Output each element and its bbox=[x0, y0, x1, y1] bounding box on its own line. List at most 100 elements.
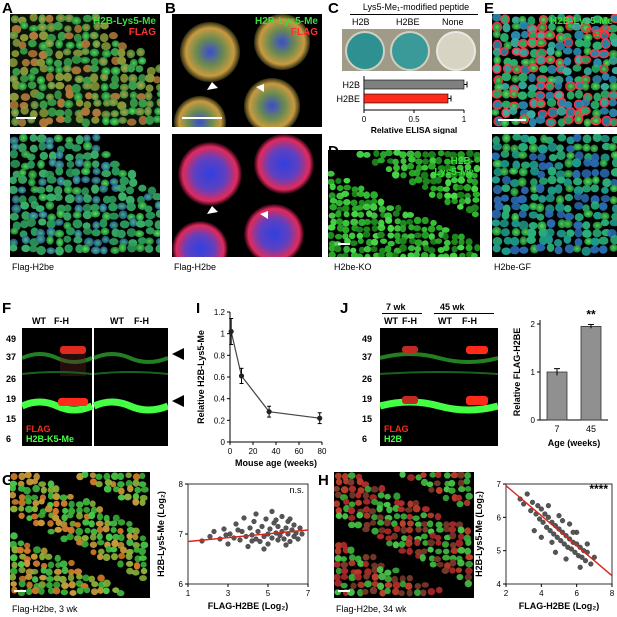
y-tick-label: 1 bbox=[531, 368, 536, 377]
panel-label-g: G bbox=[2, 472, 14, 489]
western-blot-f: FLAG H2B-K5-Me bbox=[20, 328, 170, 446]
data-point bbox=[269, 535, 275, 541]
panel-label-j: J bbox=[340, 300, 349, 317]
scale-bar-b bbox=[182, 117, 222, 119]
micrograph-a-bottom bbox=[10, 134, 160, 257]
lane-label: F-H bbox=[462, 316, 477, 326]
data-point bbox=[545, 514, 552, 520]
overlay-e-green: H2B-Lys5-Me bbox=[550, 16, 613, 27]
data-point bbox=[266, 409, 272, 415]
data-point bbox=[299, 531, 305, 537]
data-point bbox=[257, 538, 263, 545]
well-label: H2BE bbox=[396, 17, 420, 27]
data-point bbox=[261, 546, 267, 552]
y-tick-label: 1.2 bbox=[214, 308, 226, 317]
x-tick-label: 4 bbox=[539, 589, 544, 598]
x-tick-label: 2 bbox=[504, 589, 509, 598]
mw-marker: 49 bbox=[6, 334, 17, 344]
micrograph-e-top: H2B-Lys5-Me FLAG bbox=[492, 14, 617, 127]
arrowhead-icon bbox=[172, 348, 184, 360]
series-line bbox=[230, 331, 320, 419]
lane-label: F-H bbox=[134, 316, 149, 326]
x-tick-label: 80 bbox=[318, 447, 327, 456]
data-point bbox=[591, 554, 597, 560]
caption-b: Flag-H2be bbox=[174, 262, 217, 272]
data-point bbox=[521, 501, 527, 507]
mw-marker: 15 bbox=[362, 414, 373, 424]
panel-label-c: C bbox=[328, 0, 339, 17]
caption-h: Flag-H2be, 34 wk bbox=[336, 604, 407, 614]
plot-frame bbox=[505, 483, 613, 585]
fit-line bbox=[505, 485, 613, 577]
data-point bbox=[538, 534, 544, 540]
x-tick-label: 5 bbox=[266, 589, 271, 598]
significance-label: ** bbox=[586, 307, 596, 321]
x-axis-label: FLAG-H2BE (Log₂) bbox=[208, 601, 289, 611]
micrograph-e-bottom bbox=[492, 134, 617, 257]
y-tick-label: 0 bbox=[531, 416, 536, 425]
overlay-a-green: H2B-Lys5-Me bbox=[93, 16, 156, 27]
x-tick-label: 40 bbox=[272, 447, 281, 456]
arrowhead-icon bbox=[256, 84, 264, 92]
cell-field-b-top bbox=[174, 14, 310, 127]
well-label: H2B bbox=[352, 17, 370, 27]
x-tick-label: 60 bbox=[295, 447, 304, 456]
micrograph-g bbox=[10, 472, 150, 598]
data-point bbox=[275, 537, 281, 543]
data-point bbox=[568, 546, 574, 552]
micrograph-b-top: H2B-Lys5-Me FLAG bbox=[172, 14, 322, 127]
panel-label-f: F bbox=[2, 300, 12, 317]
cell-field-b-bottom bbox=[172, 134, 314, 257]
data-point bbox=[528, 508, 534, 514]
data-point bbox=[317, 415, 323, 421]
y-tick-label: 0.4 bbox=[214, 395, 226, 404]
data-point bbox=[577, 564, 583, 570]
overlay-e-red: FLAG bbox=[585, 27, 613, 38]
y-tick-label: 6 bbox=[179, 580, 184, 589]
blot-j-legend-red: FLAG bbox=[384, 424, 409, 434]
overlay-a-red: FLAG bbox=[128, 27, 156, 38]
lane-label: F-H bbox=[402, 316, 417, 326]
panel-label-i: I bbox=[196, 300, 201, 317]
mw-marker: 6 bbox=[362, 434, 368, 444]
data-point bbox=[572, 549, 578, 555]
cell-field-e-bottom bbox=[492, 134, 617, 256]
data-point bbox=[529, 499, 536, 505]
x-tick-label: 6 bbox=[574, 589, 579, 598]
x-tick-label: 1 bbox=[186, 589, 191, 598]
micrograph-a-top: H2B-Lys5-Me FLAG bbox=[10, 14, 160, 127]
y-tick-label: 2 bbox=[531, 320, 536, 329]
data-point bbox=[273, 517, 279, 523]
chart-c: H2B H2BE 0 0.5 1 Relative ELISA signal bbox=[336, 76, 468, 134]
mw-marker: 15 bbox=[6, 414, 17, 424]
mw-marker: 26 bbox=[6, 374, 17, 384]
data-point bbox=[283, 542, 289, 548]
x-tick-label: 7 bbox=[554, 424, 559, 434]
y-axis-label: H2B-Lys5-Me (Log₂) bbox=[156, 491, 166, 577]
arrowhead-icon bbox=[172, 395, 184, 407]
y-axis-label: H2B-Lys5-Me (Log₂) bbox=[474, 491, 484, 577]
x-tick-label: 0 bbox=[228, 447, 233, 456]
micrograph-d: H2B- Lys5-Me bbox=[328, 150, 480, 257]
data-point bbox=[283, 525, 289, 531]
cell-field-a-bottom bbox=[10, 134, 160, 256]
scale-bar-h bbox=[338, 590, 350, 592]
caption-g: Flag-H2be, 3 wk bbox=[12, 604, 78, 614]
scale-bar-d bbox=[338, 243, 350, 245]
mw-marker: 6 bbox=[6, 434, 12, 444]
data-point bbox=[558, 538, 564, 544]
data-point bbox=[225, 541, 231, 547]
data-point bbox=[297, 525, 303, 531]
data-point bbox=[540, 519, 546, 525]
y-tick-label: 8 bbox=[179, 480, 184, 489]
micrograph-h bbox=[334, 472, 474, 598]
bar bbox=[546, 371, 568, 421]
data-point bbox=[579, 554, 585, 560]
data-point bbox=[556, 513, 562, 519]
x-tick-label: 0.5 bbox=[408, 115, 420, 124]
x-tick-label: 3 bbox=[226, 589, 231, 598]
data-point bbox=[207, 533, 213, 540]
data-point bbox=[536, 516, 543, 522]
arrowhead-icon bbox=[260, 211, 268, 219]
